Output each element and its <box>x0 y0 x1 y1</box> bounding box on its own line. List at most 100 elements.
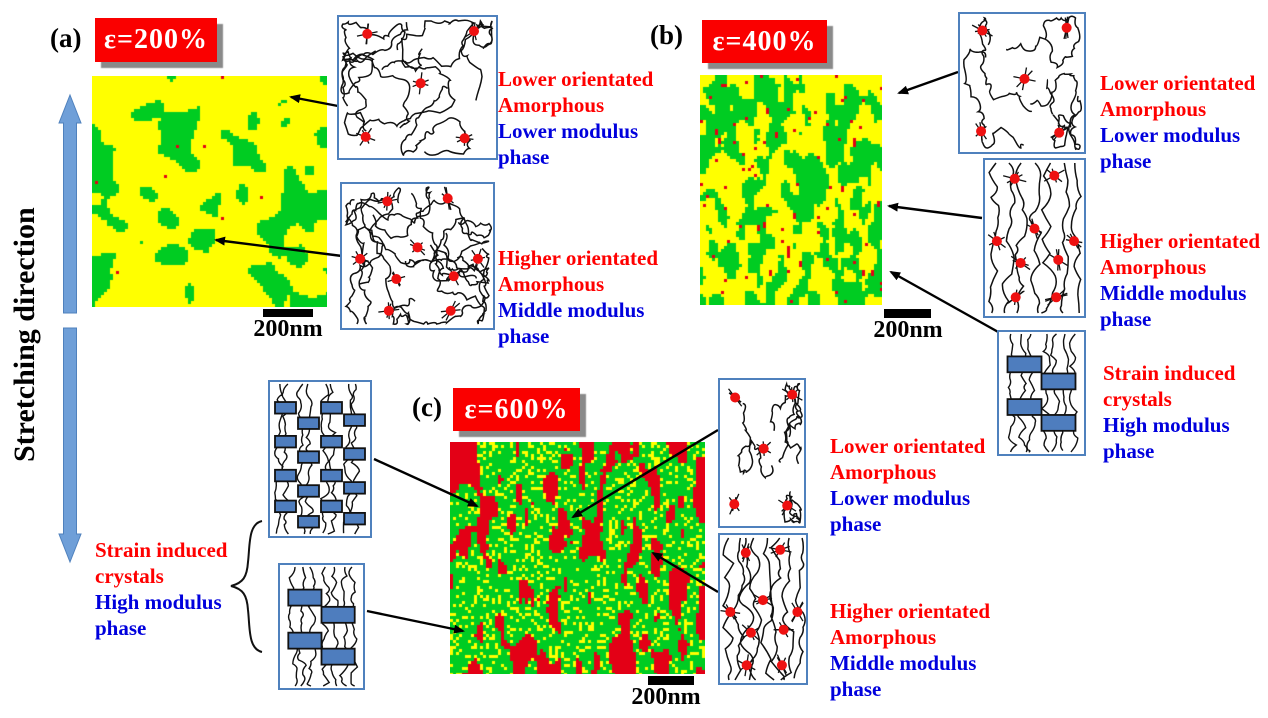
strain-label-c: ε=600% <box>453 388 580 431</box>
schematic-b-strain-crystals <box>997 330 1086 456</box>
crosslink-dot <box>469 26 480 37</box>
crystal-lamella <box>320 605 356 624</box>
scale-bar-label-b: 200nm <box>873 317 943 343</box>
crosslink-dot <box>741 660 752 671</box>
legend-line: Middle modulus <box>498 298 645 322</box>
crosslink-dot <box>787 389 798 400</box>
legend-line: High modulus <box>1103 413 1230 437</box>
crosslink-dot <box>792 606 803 617</box>
crystal-lamella <box>274 401 297 415</box>
crosslink-dot <box>991 236 1002 247</box>
crystal-lamella <box>1006 398 1043 416</box>
crystal-lamella <box>274 468 297 483</box>
legend-line: Lower orientated <box>498 67 654 91</box>
schematic-left-strain-crystals-dense <box>268 380 372 538</box>
crosslink-dot <box>776 660 787 671</box>
schematic-drawing <box>274 383 366 535</box>
schematic-b-higher-amorphous-chains <box>983 158 1086 318</box>
schematic-drawing <box>340 18 494 156</box>
crosslink-dot <box>391 274 402 285</box>
crosslink-dot <box>778 624 789 635</box>
schematic-left-strain-crystals <box>278 563 365 690</box>
schematic-a-higher-amorphous-coils <box>340 182 495 330</box>
polymer-coil-chains <box>344 186 493 326</box>
scale-bar-label-a: 200nm <box>253 316 323 342</box>
crosslink-dot <box>729 499 740 510</box>
crystal-lamella <box>297 484 320 498</box>
crystal-lamella <box>320 468 343 483</box>
crystal-lamella <box>287 588 323 607</box>
afm-image-b <box>700 75 882 305</box>
crosslink-dot <box>445 305 456 316</box>
crystal-lamella <box>343 447 366 461</box>
strain-label-b: ε=400% <box>702 20 827 63</box>
crosslink-dot <box>782 500 793 511</box>
legend-line: phase <box>95 616 147 640</box>
crosslink-dot <box>725 606 736 617</box>
legend-line: phase <box>830 677 882 701</box>
arrow-c-higher <box>651 551 719 594</box>
legend-line: Amorphous <box>1100 255 1207 279</box>
legend-line: Higher orientated <box>498 246 659 270</box>
crosslink-dot <box>758 595 768 606</box>
crosslink-dot <box>1009 173 1020 184</box>
legend-line: Lower modulus <box>1100 123 1241 147</box>
crosslink-dot <box>415 78 426 89</box>
arrow-a-lower <box>289 94 339 108</box>
polymer-tie-chains <box>1007 333 1079 453</box>
legend-a-lower-amorphous: Lower orientated Amorphous Lower modulus… <box>498 66 653 170</box>
legend-line: Strain induced <box>95 538 228 562</box>
crystal-group-brace <box>230 520 263 653</box>
legend-line: Amorphous <box>830 460 937 484</box>
crosslink-dot <box>362 28 373 39</box>
crosslink-dot <box>1019 73 1030 84</box>
crystal-lamella <box>297 515 320 529</box>
crosslink-dot <box>1069 236 1080 247</box>
scale-bar-c <box>648 676 694 685</box>
crystal-lamella <box>343 413 366 427</box>
polymer-coil-chains <box>963 15 1083 151</box>
polymer-coil-chains <box>736 381 803 524</box>
arrow-a-higher <box>214 236 343 258</box>
crosslink-dot <box>775 544 786 555</box>
legend-line: Lower modulus <box>498 119 639 143</box>
panel-tag-c: (c) <box>412 392 442 422</box>
panel-tag-a: (a) <box>50 23 82 53</box>
legend-line: phase <box>1103 439 1155 463</box>
legend-line: High modulus <box>95 590 222 614</box>
legend-c-lower-amorphous: Lower orientated Amorphous Lower modulus… <box>830 433 985 537</box>
schematic-drawing <box>1006 333 1079 453</box>
crosslink-dot <box>412 242 423 253</box>
crosslink-dot <box>1053 254 1064 265</box>
crystal-lamella <box>1040 372 1077 391</box>
arrow-l-crystal-bottom <box>366 609 465 634</box>
legend-a-higher-amorphous: Higher orientated Amorphous Middle modul… <box>498 245 658 349</box>
crosslink-dot <box>730 392 741 403</box>
legend-line: Amorphous <box>498 272 605 296</box>
strain-label-a: ε=200% <box>95 18 217 62</box>
crosslink-dot <box>1049 170 1060 181</box>
legend-c-higher-amorphous: Higher orientated Amorphous Middle modul… <box>830 598 990 702</box>
schematic-drawing <box>287 566 359 687</box>
crosslink-dot <box>976 126 987 137</box>
legend-b-strain-crystals: Strain induced crystals High modulus pha… <box>1103 360 1235 464</box>
crystal-lamella <box>320 435 343 449</box>
arrow-b-higher <box>887 202 983 220</box>
legend-line: phase <box>1100 307 1152 331</box>
scale-bar-label-c: 200nm <box>631 684 701 710</box>
scale-bar-b <box>884 309 931 318</box>
schematic-c-higher-amorphous-chains <box>718 533 808 685</box>
legend-line: Strain induced <box>1103 361 1236 385</box>
legend-line: Higher orientated <box>1100 229 1261 253</box>
crystal-lamella <box>343 481 366 495</box>
crosslink-dot <box>1029 223 1040 234</box>
schematic-c-lower-amorphous-stretched-coils <box>718 378 806 528</box>
crosslink-dot <box>472 253 483 264</box>
crystal-lamella <box>274 435 297 449</box>
schematic-drawing <box>344 186 493 326</box>
crosslink-dot <box>1010 292 1021 303</box>
legend-line: phase <box>830 512 882 536</box>
legend-b-higher-amorphous: Higher orientated Amorphous Middle modul… <box>1100 228 1260 332</box>
